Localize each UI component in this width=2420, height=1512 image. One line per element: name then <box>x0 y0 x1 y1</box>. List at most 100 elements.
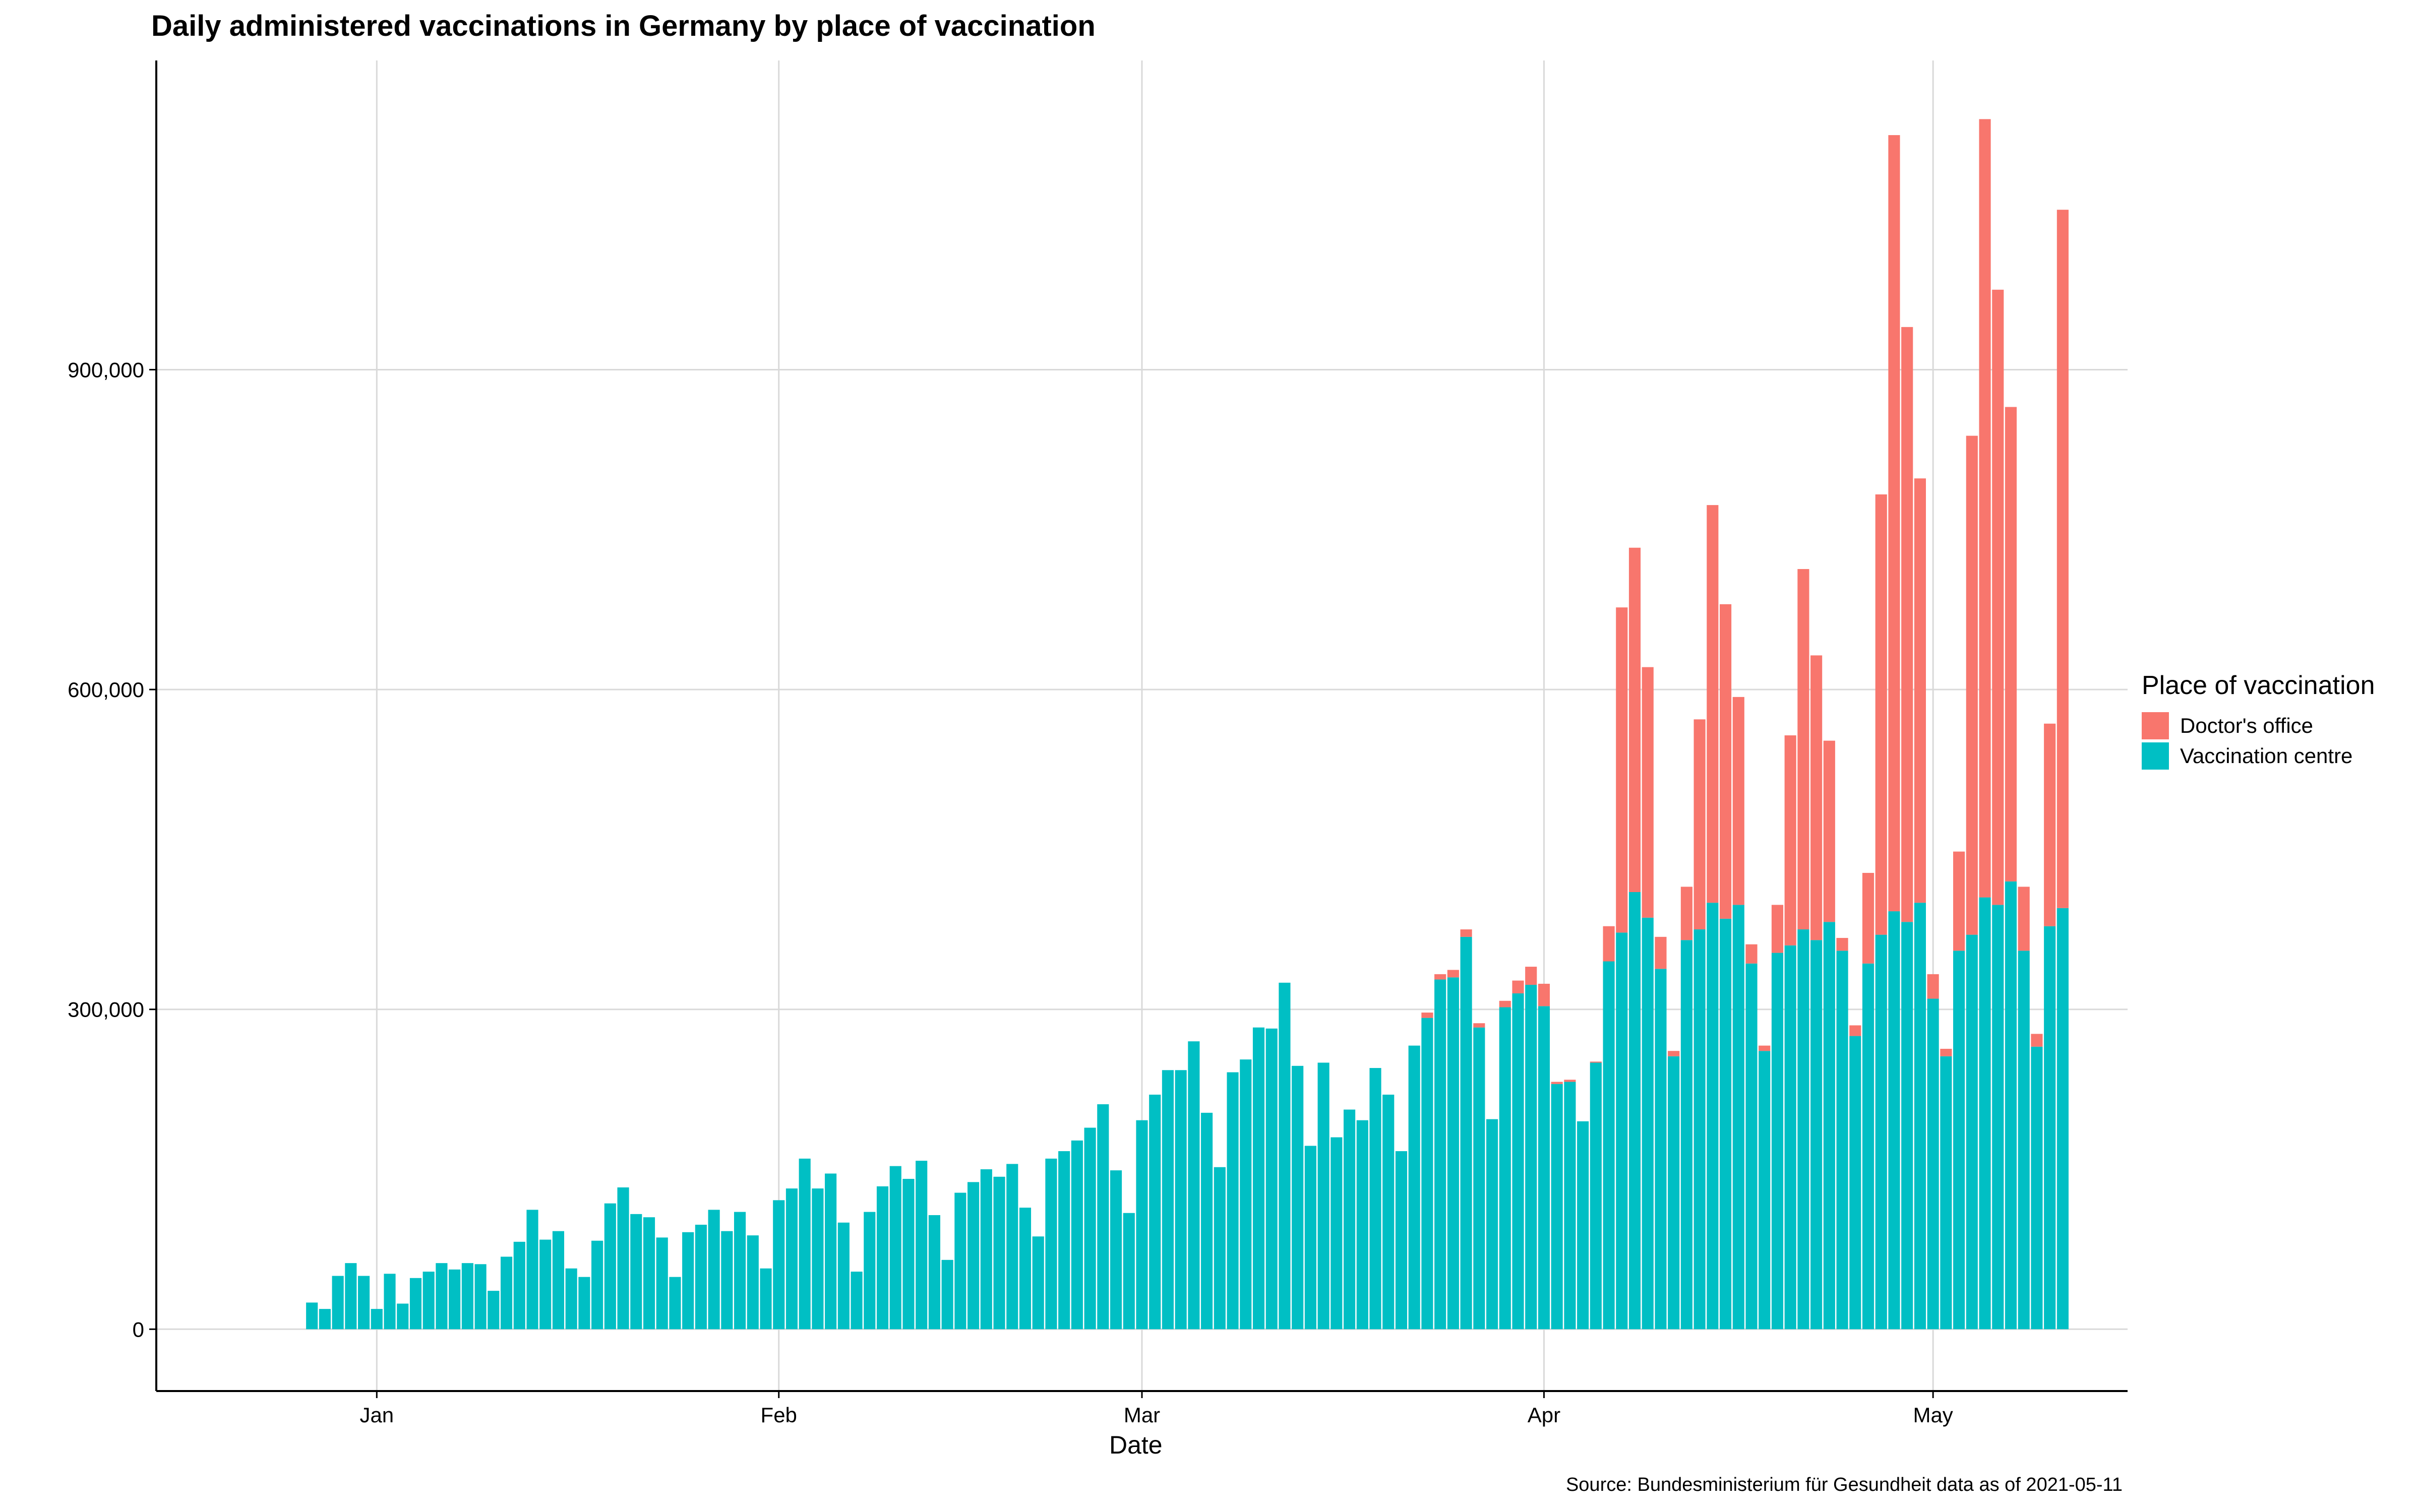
bar-vaccination-centre <box>941 1259 953 1330</box>
legend-title: Place of vaccination <box>2142 671 2375 700</box>
bar-vaccination-centre <box>345 1263 357 1330</box>
bar-doctors-office <box>1862 872 1874 964</box>
bar-vaccination-centre <box>1538 1006 1550 1330</box>
bar-vaccination-centre <box>358 1276 370 1330</box>
bar-vaccination-centre <box>1344 1109 1356 1330</box>
bar-doctors-office <box>1940 1048 1952 1056</box>
bar-vaccination-centre <box>1836 951 1848 1330</box>
bar-doctors-office <box>1810 655 1823 940</box>
bar-vaccination-centre <box>1356 1120 1368 1330</box>
bar-vaccination-centre <box>643 1217 655 1330</box>
y-tick-label: 300,000 <box>68 998 144 1022</box>
bar-vaccination-centre <box>1927 998 1939 1330</box>
bar-vaccination-centre <box>488 1291 500 1330</box>
bar-vaccination-centre <box>902 1179 915 1330</box>
bar-vaccination-centre <box>708 1210 720 1330</box>
bar-vaccination-centre <box>1797 929 1809 1330</box>
bar-doctors-office <box>2044 723 2056 926</box>
bar-vaccination-centre <box>1693 929 1706 1330</box>
bar-vaccination-centre <box>785 1188 798 1330</box>
bar-vaccination-centre <box>1279 982 1291 1330</box>
bar-vaccination-centre <box>617 1187 629 1330</box>
bar-vaccination-centre <box>669 1277 681 1330</box>
bar-vaccination-centre <box>306 1302 318 1330</box>
bar-vaccination-centre <box>1227 1072 1239 1330</box>
x-tick-label: Apr <box>1528 1403 1560 1427</box>
bar-vaccination-centre <box>1369 1068 1381 1330</box>
bar-vaccination-centre <box>1434 979 1446 1330</box>
bar-doctors-office <box>1512 980 1524 993</box>
bar-doctors-office <box>1927 974 1939 999</box>
x-axis-label: Date <box>1109 1431 1163 1459</box>
bar-doctors-office <box>1434 974 1446 980</box>
bar-doctors-office <box>1447 970 1459 978</box>
bar-vaccination-centre <box>1460 936 1472 1330</box>
bar-vaccination-centre <box>1577 1121 1589 1330</box>
bar-vaccination-centre <box>1447 977 1459 1330</box>
bar-vaccination-centre <box>1719 918 1732 1330</box>
bar-vaccination-centre <box>954 1192 966 1330</box>
bar-vaccination-centre <box>1486 1119 1498 1330</box>
legend-label-centre: Vaccination centre <box>2180 744 2353 768</box>
bar-vaccination-centre <box>747 1235 759 1330</box>
bar-doctors-office <box>1707 505 1719 903</box>
bar-vaccination-centre <box>565 1268 577 1330</box>
bar-vaccination-centre <box>1888 911 1900 1330</box>
bar-vaccination-centre <box>1408 1045 1420 1330</box>
bar-vaccination-centre <box>449 1269 461 1330</box>
bar-vaccination-centre <box>1914 903 1926 1330</box>
bar-doctors-office <box>1525 967 1537 985</box>
y-tick-label: 900,000 <box>68 358 144 382</box>
bar-vaccination-centre <box>1265 1028 1278 1330</box>
bar-doctors-office <box>1759 1045 1771 1051</box>
bar-vaccination-centre <box>928 1215 940 1330</box>
bar-vaccination-centre <box>1680 940 1692 1330</box>
bar-vaccination-centre <box>1330 1137 1343 1330</box>
bar-vaccination-centre <box>656 1237 668 1330</box>
bar-vaccination-centre <box>461 1263 473 1330</box>
bar-vaccination-centre <box>500 1256 513 1330</box>
bar-vaccination-centre <box>2056 908 2069 1330</box>
bar-doctors-office <box>1590 1061 1602 1063</box>
bar-doctors-office <box>1797 569 1809 930</box>
bar-vaccination-centre <box>760 1268 772 1330</box>
bar-vaccination-centre <box>993 1176 1005 1330</box>
legend-label-doctor: Doctor's office <box>2180 714 2314 737</box>
bar-vaccination-centre <box>1084 1127 1096 1330</box>
bar-vaccination-centre <box>1771 953 1784 1330</box>
bar-vaccination-centre <box>604 1203 616 1330</box>
bar-vaccination-centre <box>1992 905 2004 1330</box>
bar-vaccination-centre <box>1473 1027 1485 1330</box>
bar-doctors-office <box>1992 289 2004 905</box>
bar-vaccination-centre <box>474 1264 487 1330</box>
bar-vaccination-centre <box>1590 1062 1602 1330</box>
bar-vaccination-centre <box>799 1158 811 1330</box>
bar-vaccination-centre <box>1006 1164 1018 1330</box>
bar-vaccination-centre <box>526 1210 538 1330</box>
bar-vaccination-centre <box>1732 905 1744 1330</box>
bar-doctors-office <box>1538 983 1550 1006</box>
bar-vaccination-centre <box>1979 897 1991 1330</box>
bar-vaccination-centre <box>1784 945 1796 1330</box>
bar-doctors-office <box>1888 135 1900 912</box>
bar-vaccination-centre <box>1759 1051 1771 1330</box>
bar-doctors-office <box>1836 937 1848 951</box>
bar-doctors-office <box>2018 887 2030 951</box>
bar-vaccination-centre <box>513 1241 525 1330</box>
bar-doctors-office <box>1564 1080 1576 1082</box>
y-tick-label: 0 <box>133 1317 144 1341</box>
bar-vaccination-centre <box>682 1232 694 1330</box>
bar-doctors-office <box>1473 1023 1485 1028</box>
bar-doctors-office <box>1849 1025 1861 1036</box>
bar-vaccination-centre <box>1655 969 1667 1330</box>
bar-vaccination-centre <box>1149 1094 1161 1330</box>
bar-doctors-office <box>1603 926 1615 962</box>
bar-vaccination-centre <box>695 1225 707 1330</box>
bar-vaccination-centre <box>734 1212 746 1330</box>
bar-vaccination-centre <box>2044 926 2056 1330</box>
bar-vaccination-centre <box>825 1173 837 1330</box>
bar-vaccination-centre <box>864 1212 876 1330</box>
bar-vaccination-centre <box>1162 1070 1174 1330</box>
bar-doctors-office <box>1680 887 1692 940</box>
